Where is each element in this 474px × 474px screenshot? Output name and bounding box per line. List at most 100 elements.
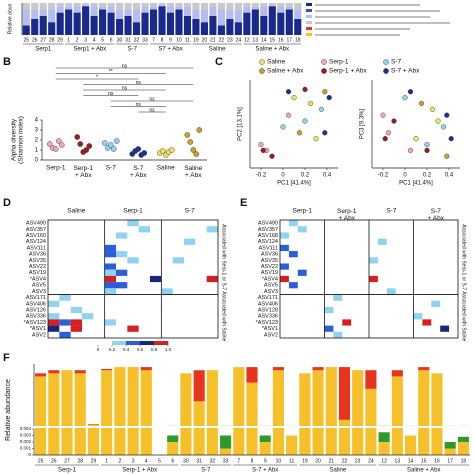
bar-segment (272, 370, 284, 426)
bar-segment (277, 6, 285, 13)
bar-segment (35, 428, 47, 455)
x-tick-label: 25 (23, 37, 29, 43)
bar-segment (338, 419, 351, 426)
bar-segment (338, 428, 351, 455)
bar-segment (285, 3, 293, 7)
point (258, 141, 264, 148)
x-tick-label: Serp-1 (46, 165, 66, 172)
heatmap-cell (172, 257, 184, 264)
bar-segment (90, 6, 98, 16)
bar-segment (277, 3, 285, 7)
x-tick-label: S-7 (106, 165, 117, 172)
point (424, 147, 430, 154)
bar-segment (193, 428, 205, 455)
dot (110, 146, 117, 152)
bar-segment (158, 4, 166, 7)
x-tick-label: 18 (295, 37, 301, 43)
row-group-label: Associated with Saline (461, 291, 467, 341)
y-tick-label: 1 (35, 148, 39, 154)
legend-swatch (321, 68, 327, 74)
bar-segment (251, 3, 259, 7)
bar-segment (192, 9, 200, 19)
bar-segment (107, 12, 115, 35)
bar-segment (116, 19, 124, 35)
heatmap-cell (48, 319, 60, 326)
bar-segment (74, 428, 86, 455)
x-tick-label: 7 (237, 458, 240, 464)
significance-label: ns (122, 85, 128, 91)
bar-segment (132, 9, 141, 23)
group-label: Serp-1 (58, 468, 77, 474)
colorbar-tick-label: 0.6 (137, 347, 144, 352)
bar-segment (22, 9, 30, 26)
y-tick-label: 0 (28, 452, 31, 457)
column-label: S-7 (386, 208, 397, 215)
y-tick-label: 4 (35, 118, 39, 124)
significance-label: ns (108, 91, 114, 97)
row-label: *ASV4 (30, 276, 46, 282)
x-tick-label: S-7 + Abx (130, 165, 147, 179)
point (429, 106, 436, 112)
x-tick-label: 7 (152, 37, 155, 43)
dot (52, 146, 59, 152)
colorbar-segment (140, 341, 155, 345)
dot (141, 150, 148, 156)
y-axis-label: (Shannon index) (18, 116, 25, 164)
x-tick-label: 30 (183, 458, 189, 464)
bar-segment (272, 428, 284, 455)
row-label: ASV128 (258, 308, 278, 314)
bar-segment (294, 3, 302, 10)
heatmap-cell (70, 319, 82, 326)
bar-segment (48, 373, 60, 426)
x-tick-label: 19 (193, 37, 199, 43)
point (307, 100, 314, 107)
bar-segment (312, 370, 324, 426)
x-tick-label: 4 (145, 458, 148, 464)
heatmap-cell (104, 282, 116, 289)
heatmap-cell (280, 232, 289, 239)
x-tick-label: 8 (161, 37, 164, 43)
point (296, 130, 303, 136)
bar-segment (285, 6, 293, 10)
row-label: ASV406 (258, 301, 278, 307)
x-tick-label: -0.2 (378, 173, 389, 179)
bar-segment (56, 3, 64, 7)
colorbar-segment (112, 341, 127, 345)
bar-segment (246, 428, 258, 455)
point (302, 86, 308, 92)
bar-segment (114, 367, 126, 426)
bar-segment (444, 448, 456, 455)
row-label: ASV5 (32, 283, 46, 289)
row-label: ASV36 (29, 252, 46, 258)
heatmap-cell (280, 244, 289, 252)
bar-segment (166, 3, 175, 7)
dot (196, 127, 203, 133)
bar-segment (65, 6, 73, 10)
significance-label: ns (149, 107, 155, 113)
point (302, 118, 308, 124)
heatmap-cell (116, 269, 128, 276)
bar-segment (167, 435, 179, 442)
bar-segment (141, 12, 149, 35)
row-label: ASV3 (264, 289, 278, 295)
bar-segment (457, 436, 469, 442)
dot (113, 138, 120, 144)
heatmap-cell (280, 275, 289, 283)
bar-segment (82, 6, 90, 35)
row-label: ASV2 (32, 332, 46, 338)
bar-segment (286, 435, 298, 455)
bar-segment (209, 15, 217, 36)
bar-segment (82, 3, 90, 5)
x-tick-label: 6 (110, 37, 113, 43)
dot (77, 141, 84, 147)
dot (187, 139, 194, 145)
bar-segment (234, 22, 242, 35)
bar-segment (404, 435, 417, 455)
x-tick-label: 28 (49, 37, 55, 43)
bar-segment (141, 6, 149, 13)
x-tick-label: 1 (67, 37, 70, 43)
heatmap-cell (422, 319, 432, 326)
column-label: Serp-1 + Abx (337, 208, 357, 222)
x-tick-label: 12 (244, 37, 250, 43)
heatmap-cell (104, 263, 116, 270)
